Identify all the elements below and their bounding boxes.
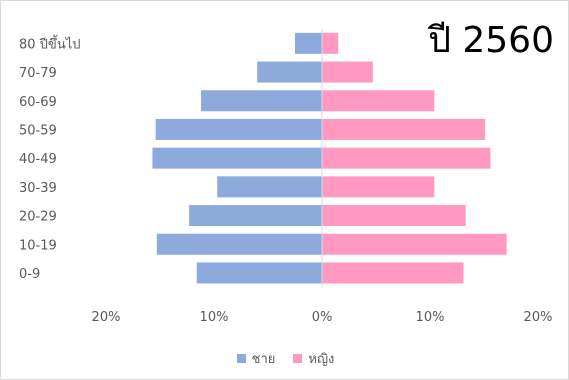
bar-male	[156, 233, 322, 255]
bar-female	[322, 262, 464, 284]
legend-label-male: ชาย	[251, 352, 276, 367]
chart-title: ปี 2560	[428, 20, 554, 61]
bar-male	[217, 176, 322, 198]
x-tick-label: 20%	[524, 310, 553, 325]
bar-male	[152, 147, 322, 169]
x-tick-label: 10%	[200, 310, 229, 325]
x-tick-label: 10%	[416, 310, 445, 325]
category-label: 0-9	[19, 267, 40, 282]
bar-female	[322, 90, 435, 112]
category-label: 70-79	[19, 66, 57, 81]
category-label: 60-69	[19, 95, 57, 110]
bar-female	[322, 61, 373, 83]
x-tick-label: 20%	[92, 310, 121, 325]
bar-female	[322, 205, 466, 227]
bar-female	[322, 147, 491, 169]
bar-female	[322, 233, 507, 255]
bar-female	[322, 176, 435, 198]
category-label: 40-49	[19, 152, 57, 167]
category-label: 50-59	[19, 123, 57, 138]
chart-plot-area: 80 ปีขึ้นไป 70-79 60-69 50-59 40-49 30-39 20-2…	[19, 29, 553, 325]
category-label: 30-39	[19, 181, 57, 196]
legend-swatch-male	[236, 354, 246, 363]
bar-male	[155, 118, 322, 140]
bar-female	[322, 32, 339, 54]
bar-male	[196, 262, 322, 284]
bar-male	[295, 32, 322, 54]
legend-item-female: หญิง	[293, 348, 334, 369]
x-tick-label: 0%	[312, 310, 333, 325]
bar-male	[257, 61, 322, 83]
chart-legend: ชาย หญิง	[1, 348, 569, 369]
legend-item-male: ชาย	[236, 348, 276, 369]
bar-male	[189, 205, 322, 227]
bar-male	[201, 90, 322, 112]
legend-label-female: หญิง	[308, 352, 335, 367]
bar-female	[322, 118, 486, 140]
legend-swatch-female	[293, 354, 303, 363]
category-label: 80 ปีขึ้นไป	[19, 34, 81, 52]
category-label: 10-19	[19, 238, 57, 253]
category-label: 20-29	[19, 210, 57, 225]
